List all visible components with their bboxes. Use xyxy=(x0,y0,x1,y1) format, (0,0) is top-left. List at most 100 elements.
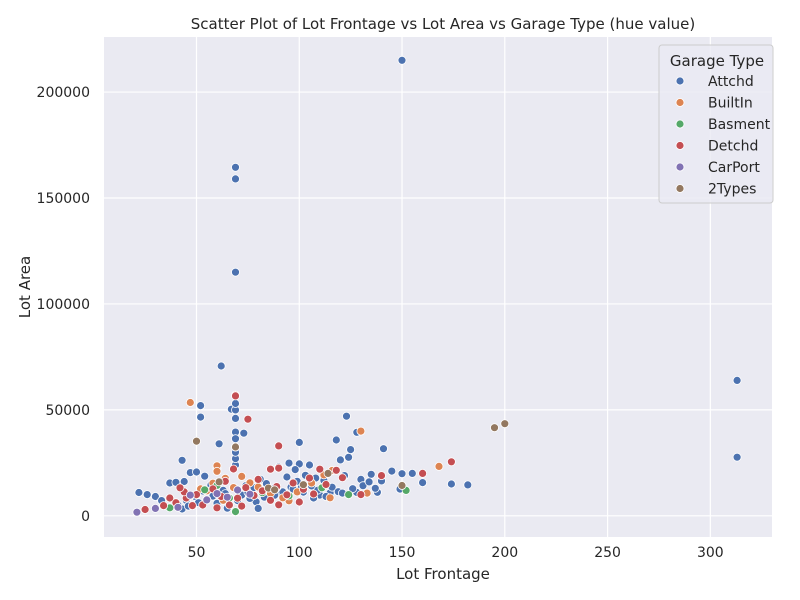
point-attchd-82 xyxy=(370,483,380,493)
point-carport-8 xyxy=(245,489,255,499)
point-attchd-4 xyxy=(216,361,226,371)
legend: Garage Type Attchd BuiltIn Basment Detchd Ca… xyxy=(658,44,774,204)
point-detchd-44 xyxy=(321,480,331,489)
point-attchd-1 xyxy=(231,162,240,172)
legend-marker-builtin xyxy=(675,98,685,107)
point-attchd-50 xyxy=(134,488,144,497)
legend-label-attchd: Attchd xyxy=(708,74,754,90)
point-2types-9 xyxy=(270,485,280,495)
y-tick-label-3: 150000 xyxy=(37,191,90,207)
point-attchd-16 xyxy=(294,437,304,447)
point-attchd-58 xyxy=(192,467,201,477)
y-tick-label-0: 0 xyxy=(81,509,90,525)
point-attchd-108 xyxy=(253,503,263,513)
point-detchd-14 xyxy=(274,500,284,510)
point-attchd-3 xyxy=(231,267,240,277)
point-attchd-8 xyxy=(196,412,206,422)
point-detchd-13 xyxy=(294,497,304,507)
point-detchd-28 xyxy=(241,483,251,493)
x-tick-label-0: 50 xyxy=(188,545,206,561)
point-2types-5 xyxy=(323,468,333,478)
point-detchd-31 xyxy=(266,495,275,505)
x-tick-labels: 50 100 150 200 250 300 xyxy=(188,545,724,561)
point-carport-5 xyxy=(212,489,222,499)
point-detchd-12 xyxy=(356,490,366,500)
point-detchd-36 xyxy=(175,483,185,493)
point-attchd-0 xyxy=(397,55,407,65)
point-detchd-34 xyxy=(309,489,319,499)
legend-title: Garage Type xyxy=(670,52,764,70)
point-attchd-37 xyxy=(366,469,376,479)
point-2types-6 xyxy=(298,480,308,490)
point-detchd-1 xyxy=(243,414,253,424)
legend-marker-carport xyxy=(675,162,685,172)
legend-label-carport: CarPort xyxy=(708,160,760,176)
point-attchd-17 xyxy=(331,435,341,445)
point-detchd-8 xyxy=(266,464,275,474)
point-carport-1 xyxy=(150,503,160,513)
point-attchd-59 xyxy=(200,471,210,481)
point-carport-7 xyxy=(233,485,243,495)
x-tick-label-1: 100 xyxy=(286,545,313,561)
point-attchd-12 xyxy=(231,413,240,423)
point-attchd-30 xyxy=(284,458,294,468)
point-attchd-5 xyxy=(732,375,742,385)
point-detchd-19 xyxy=(159,501,169,511)
data-points xyxy=(132,55,742,517)
point-2types-3 xyxy=(231,442,240,452)
point-attchd-43 xyxy=(446,479,456,489)
legend-label-basment: Basment xyxy=(708,117,771,133)
point-builtin-1 xyxy=(356,426,366,436)
point-detchd-10 xyxy=(331,465,341,475)
legend-marker-attchd xyxy=(675,76,685,86)
legend-label-detchd: Detchd xyxy=(708,139,758,155)
point-detchd-6 xyxy=(315,464,325,474)
point-builtin-7 xyxy=(325,493,335,503)
x-tick-label-2: 150 xyxy=(389,545,416,561)
point-basment-1 xyxy=(344,490,354,500)
point-detchd-43 xyxy=(305,473,314,483)
point-carport-4 xyxy=(202,495,212,505)
x-axis-label: Lot Frontage xyxy=(396,565,490,583)
point-detchd-27 xyxy=(233,493,243,503)
point-attchd-41 xyxy=(407,468,417,478)
y-tick-label-2: 100000 xyxy=(37,297,90,313)
legend-label-builtin: BuiltIn xyxy=(708,96,753,112)
point-detchd-11 xyxy=(337,473,347,483)
point-detchd-42 xyxy=(288,478,298,488)
point-attchd-13 xyxy=(239,428,249,438)
point-detchd-15 xyxy=(212,503,222,513)
x-tick-label-4: 250 xyxy=(594,545,621,561)
point-2types-8 xyxy=(214,477,224,487)
point-carport-0 xyxy=(132,507,142,517)
point-2types-1 xyxy=(490,423,499,433)
y-tick-label-4: 200000 xyxy=(37,85,90,101)
point-attchd-52 xyxy=(150,492,160,501)
point-builtin-0 xyxy=(185,398,195,407)
point-detchd-0 xyxy=(231,391,240,401)
point-attchd-20 xyxy=(379,444,388,454)
point-detchd-18 xyxy=(140,505,150,514)
point-attchd-44 xyxy=(463,480,473,490)
point-detchd-35 xyxy=(165,493,175,503)
x-tick-label-5: 300 xyxy=(697,545,724,561)
point-2types-4 xyxy=(397,481,407,490)
y-tick-labels: 0 50000 100000 150000 200000 xyxy=(37,85,90,525)
legend-marker-detchd xyxy=(675,141,685,150)
point-attchd-21 xyxy=(346,445,356,455)
point-builtin-9 xyxy=(212,466,222,476)
point-attchd-7 xyxy=(196,401,206,411)
point-attchd-40 xyxy=(397,469,407,479)
point-basment-7 xyxy=(200,485,210,495)
point-attchd-56 xyxy=(179,477,189,486)
legend-box xyxy=(658,44,774,204)
point-2types-2 xyxy=(192,436,201,446)
point-attchd-2 xyxy=(231,174,240,184)
point-detchd-26 xyxy=(224,500,234,510)
point-carport-2 xyxy=(173,502,183,512)
point-detchd-22 xyxy=(187,501,197,511)
point-detchd-39 xyxy=(237,501,247,511)
y-axis-label: Lot Area xyxy=(16,256,34,318)
point-attchd-23 xyxy=(344,452,354,462)
